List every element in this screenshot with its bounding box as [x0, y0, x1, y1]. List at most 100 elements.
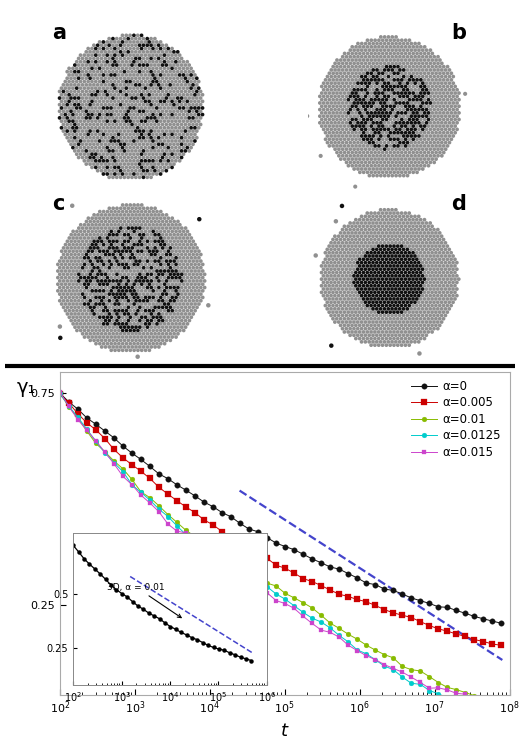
Circle shape [326, 281, 329, 285]
Circle shape [121, 120, 124, 123]
Circle shape [421, 267, 424, 271]
Circle shape [164, 155, 168, 159]
Circle shape [409, 147, 413, 151]
Circle shape [388, 330, 392, 334]
Circle shape [83, 256, 86, 260]
Circle shape [111, 273, 115, 276]
Circle shape [176, 149, 179, 153]
Circle shape [329, 281, 333, 285]
Circle shape [350, 151, 354, 155]
Circle shape [421, 88, 425, 91]
Circle shape [386, 247, 390, 251]
Circle shape [363, 215, 367, 218]
Circle shape [444, 241, 447, 244]
Circle shape [128, 40, 132, 44]
Circle shape [436, 147, 440, 151]
Circle shape [381, 238, 384, 241]
Circle shape [388, 78, 392, 82]
Circle shape [165, 266, 168, 270]
Circle shape [377, 211, 381, 215]
Circle shape [140, 86, 144, 90]
Circle shape [404, 238, 407, 241]
Circle shape [126, 169, 130, 172]
Circle shape [366, 270, 369, 274]
Circle shape [337, 88, 341, 91]
Circle shape [60, 262, 63, 266]
Circle shape [381, 244, 384, 248]
Circle shape [103, 285, 108, 289]
Circle shape [363, 221, 367, 225]
Circle shape [106, 322, 109, 325]
Circle shape [343, 297, 346, 301]
Circle shape [140, 335, 144, 339]
Circle shape [170, 159, 174, 163]
Circle shape [423, 317, 426, 321]
Circle shape [358, 304, 361, 308]
Circle shape [90, 126, 94, 129]
Circle shape [81, 325, 85, 329]
Circle shape [432, 101, 436, 105]
Circle shape [385, 144, 388, 148]
Circle shape [88, 266, 92, 270]
Circle shape [348, 75, 352, 79]
Circle shape [413, 293, 417, 297]
Circle shape [161, 96, 164, 100]
Circle shape [125, 243, 128, 247]
Circle shape [369, 117, 373, 121]
Circle shape [201, 296, 204, 299]
Circle shape [151, 230, 155, 233]
Circle shape [413, 254, 417, 258]
Circle shape [419, 144, 423, 148]
Circle shape [96, 279, 100, 283]
Circle shape [436, 55, 440, 59]
Circle shape [373, 45, 377, 49]
Circle shape [415, 111, 419, 114]
Circle shape [168, 325, 172, 329]
Circle shape [94, 276, 98, 279]
Circle shape [126, 305, 131, 309]
Circle shape [352, 234, 356, 238]
Circle shape [358, 45, 362, 49]
α=0.015 [417, 678, 423, 687]
Circle shape [96, 70, 99, 74]
Circle shape [417, 300, 421, 304]
Circle shape [390, 221, 394, 225]
α=0.005 [156, 483, 162, 492]
Circle shape [117, 53, 121, 57]
Circle shape [90, 335, 94, 339]
Circle shape [180, 70, 184, 74]
Circle shape [415, 45, 419, 49]
Circle shape [432, 81, 436, 85]
Circle shape [379, 134, 383, 138]
Circle shape [453, 91, 457, 95]
Circle shape [113, 269, 117, 273]
α=0.015 [363, 651, 369, 660]
Circle shape [75, 120, 79, 123]
Circle shape [392, 170, 396, 174]
Circle shape [394, 215, 398, 218]
Circle shape [331, 65, 335, 68]
Circle shape [354, 98, 358, 102]
Circle shape [348, 81, 352, 85]
Circle shape [400, 151, 404, 155]
Circle shape [396, 131, 400, 134]
Circle shape [426, 85, 431, 88]
Circle shape [106, 146, 109, 149]
Circle shape [108, 239, 111, 243]
Circle shape [385, 85, 388, 88]
Circle shape [71, 262, 75, 266]
Circle shape [346, 277, 350, 281]
Circle shape [366, 330, 369, 334]
Circle shape [191, 299, 195, 302]
Circle shape [134, 36, 138, 41]
Circle shape [125, 250, 128, 253]
Circle shape [166, 93, 170, 97]
Circle shape [71, 132, 75, 136]
Circle shape [172, 70, 176, 74]
Circle shape [358, 330, 361, 334]
Circle shape [106, 139, 109, 143]
Circle shape [109, 152, 113, 156]
Circle shape [148, 322, 151, 325]
Circle shape [117, 302, 121, 306]
Circle shape [184, 253, 187, 256]
